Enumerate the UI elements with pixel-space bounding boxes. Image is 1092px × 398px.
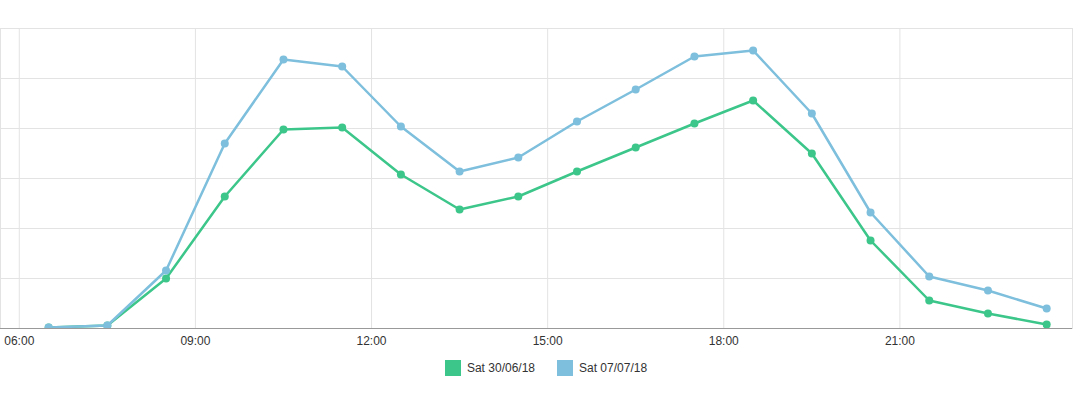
svg-text:21:00: 21:00 [885,334,915,348]
svg-text:09:00: 09:00 [180,334,210,348]
svg-text:06:00: 06:00 [4,334,34,348]
html-text:Sat 30/06/18: Sat 30/06/18 [466,361,535,375]
html-text:Sat 07/07/18: Sat 07/07/18 [579,361,648,375]
svg-text:15:00: 15:00 [533,334,563,348]
svg-text:12:00: 12:00 [357,334,387,348]
svg-text:18:00: 18:00 [709,334,739,348]
